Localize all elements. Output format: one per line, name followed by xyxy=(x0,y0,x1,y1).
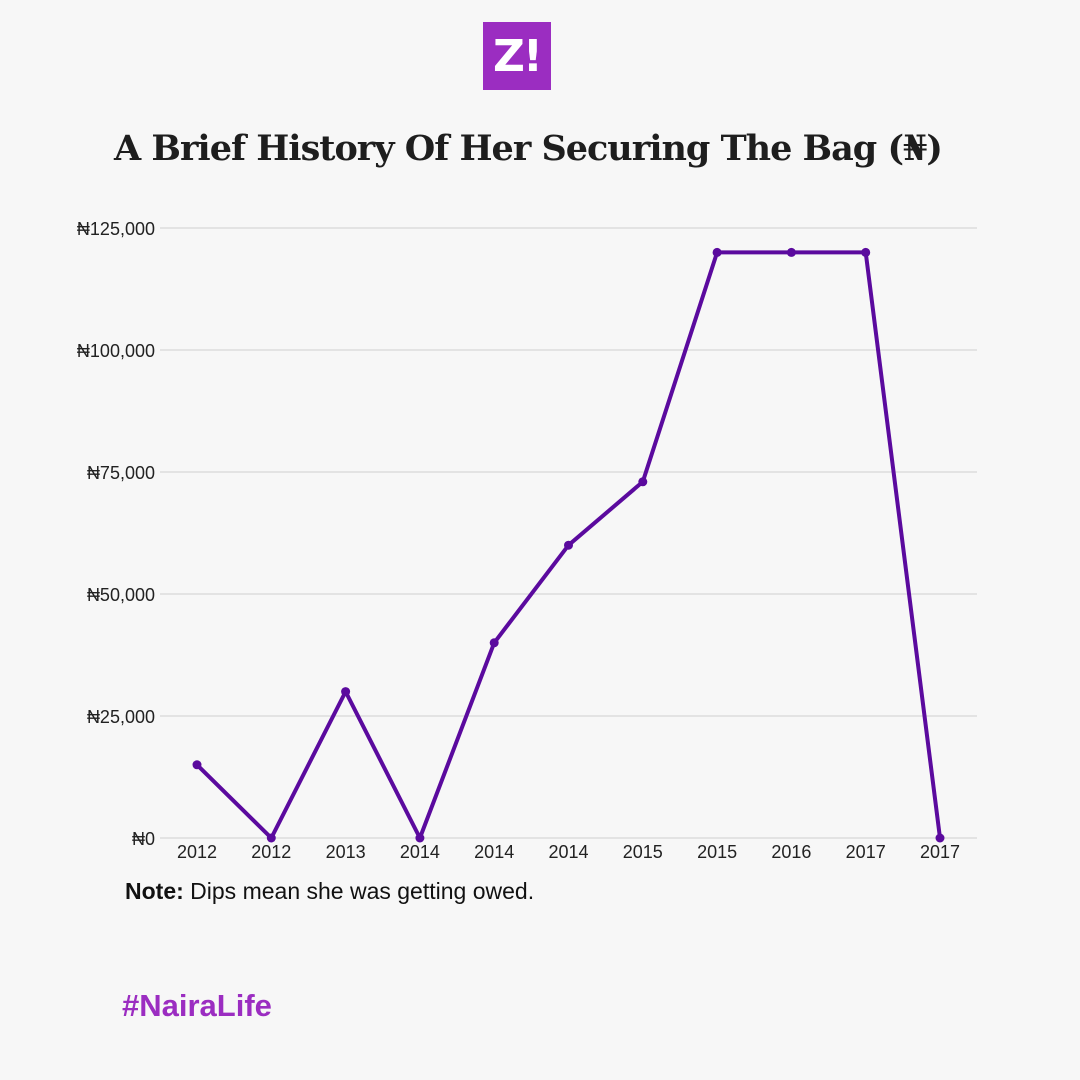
chart-title: A Brief History Of Her Securing The Bag … xyxy=(114,128,943,169)
data-point xyxy=(786,247,796,257)
x-tick-label: 2012 xyxy=(251,842,291,862)
x-tick-label: 2016 xyxy=(771,842,811,862)
x-tick-label: 2014 xyxy=(474,842,514,862)
y-tick-label: ₦125,000 xyxy=(77,219,155,239)
data-point xyxy=(638,477,648,487)
x-tick-label: 2017 xyxy=(920,842,960,862)
hashtag: #NairaLife xyxy=(122,988,272,1023)
y-tick-label: ₦50,000 xyxy=(87,585,155,605)
data-point xyxy=(564,540,573,550)
note-text: Dips mean she was getting owed. xyxy=(183,878,535,904)
y-tick-label: ₦75,000 xyxy=(87,463,155,483)
y-tick-label: ₦25,000 xyxy=(87,707,155,727)
data-point xyxy=(266,833,276,843)
x-tick-label: 2014 xyxy=(400,842,440,862)
y-tick-label: ₦0 xyxy=(132,829,155,849)
y-tick-label: ₦100,000 xyxy=(77,341,155,361)
data-point xyxy=(861,247,871,257)
brand-logo: Z! xyxy=(483,22,551,90)
chart-note: Note: Dips mean she was getting owed. xyxy=(125,878,534,905)
x-tick-label: 2017 xyxy=(846,842,886,862)
data-point xyxy=(415,833,425,843)
data-point xyxy=(489,638,499,648)
data-point xyxy=(341,687,351,697)
x-tick-label: 2015 xyxy=(623,842,663,862)
data-point xyxy=(192,760,202,770)
data-point xyxy=(712,247,722,257)
x-tick-label: 2014 xyxy=(548,842,588,862)
x-tick-label: 2012 xyxy=(177,842,217,862)
data-point xyxy=(935,833,945,843)
x-tick-label: 2013 xyxy=(326,842,366,862)
x-tick-label: 2015 xyxy=(697,842,737,862)
note-label: Note: xyxy=(125,878,184,904)
